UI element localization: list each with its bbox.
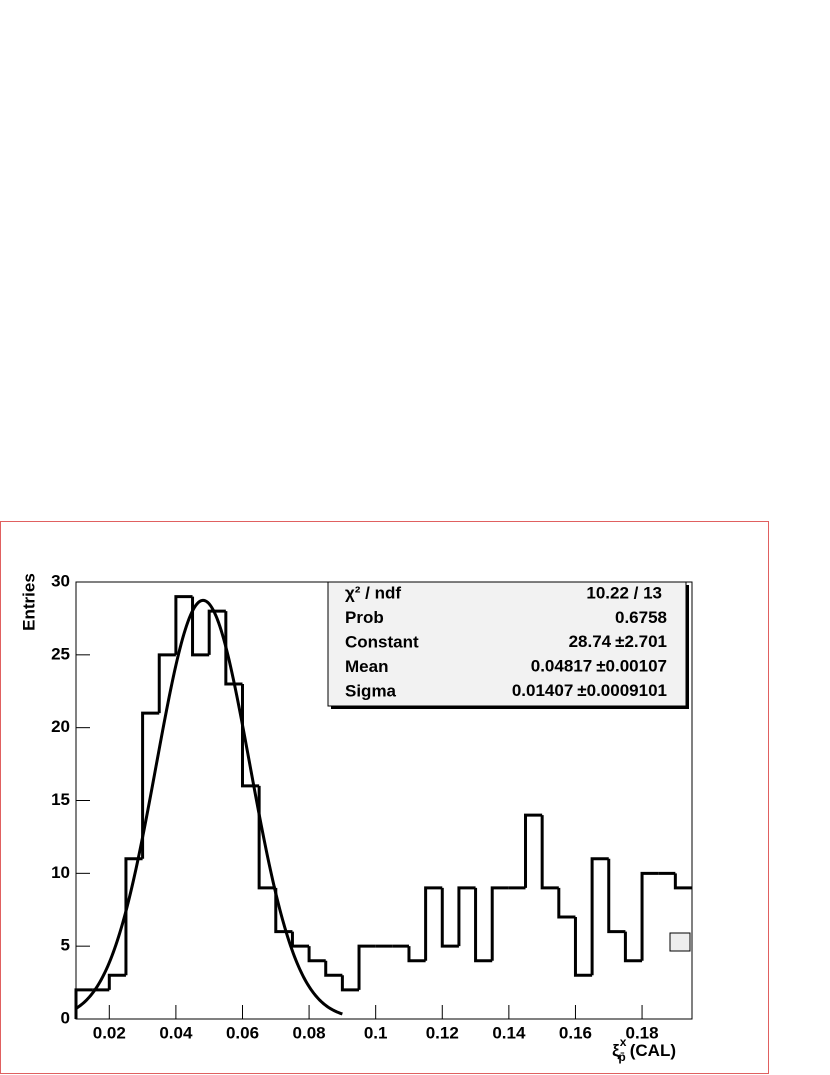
stats-pm: ± bbox=[577, 681, 586, 700]
histogram-bin bbox=[340, 975, 360, 992]
histogram-bin bbox=[557, 887, 576, 919]
y-tick-label: 5 bbox=[61, 936, 70, 955]
histogram-bin bbox=[457, 886, 476, 947]
y-axis-label: Entries bbox=[19, 573, 38, 631]
y-tick-label: 30 bbox=[51, 571, 70, 590]
histogram-bin bbox=[407, 946, 426, 963]
stats-value: 28.74±2.701 bbox=[569, 632, 667, 651]
x-tick-label: 0.12 bbox=[426, 1023, 459, 1042]
stats-error: 0.0009101 bbox=[587, 681, 667, 700]
histogram-bin bbox=[207, 609, 226, 655]
stats-number: 28.74 bbox=[569, 632, 612, 651]
x-tick-label: 0.04 bbox=[159, 1023, 193, 1042]
x-label-sub: p̄ bbox=[618, 1050, 625, 1064]
x-axis-label: ξx p̄ (CAL) bbox=[612, 1035, 676, 1064]
stats-pm: ± bbox=[615, 632, 624, 651]
stats-value: 0.04817±0.00107 bbox=[531, 657, 667, 676]
histogram-bin bbox=[107, 973, 126, 990]
histogram-bin bbox=[141, 711, 160, 859]
histogram-bin bbox=[440, 887, 459, 948]
x-tick-label: 0.14 bbox=[492, 1023, 526, 1042]
x-label-suffix: (CAL) bbox=[630, 1041, 676, 1060]
histogram-bin bbox=[424, 886, 443, 961]
histogram-bin bbox=[573, 917, 593, 977]
stats-label: Sigma bbox=[345, 681, 397, 700]
x-tick-label: 0.18 bbox=[626, 1023, 659, 1042]
histogram-bin bbox=[157, 653, 176, 714]
histogram-bin bbox=[540, 815, 559, 890]
histogram-bin bbox=[224, 611, 243, 686]
histogram-bin bbox=[174, 595, 193, 655]
stats-label: Prob bbox=[345, 608, 384, 627]
stats-label: Mean bbox=[345, 657, 388, 676]
stats-error: 0.00107 bbox=[606, 657, 667, 676]
x-tick-label: 0.08 bbox=[293, 1023, 326, 1042]
x-tick-label: 0.06 bbox=[226, 1023, 259, 1042]
histogram-bin bbox=[524, 813, 543, 888]
y-tick-label: 10 bbox=[51, 863, 70, 882]
x-tick-label: 0.16 bbox=[559, 1023, 592, 1042]
stats-number: 0.04817 bbox=[531, 657, 592, 676]
stats-box bbox=[327, 581, 687, 707]
y-tick-label: 15 bbox=[51, 790, 70, 809]
histogram-bin bbox=[490, 886, 509, 961]
fit-curve bbox=[75, 598, 343, 1016]
histogram-bin bbox=[307, 946, 326, 963]
x-tick-label: 0.1 bbox=[364, 1023, 388, 1042]
stats-number: 0.01407 bbox=[512, 681, 573, 700]
histogram-bin bbox=[623, 931, 643, 963]
y-tick-label: 25 bbox=[51, 644, 70, 663]
histogram-bin bbox=[290, 931, 310, 948]
histogram-bin bbox=[640, 871, 659, 961]
histogram-bin bbox=[474, 887, 493, 963]
histogram-bin bbox=[357, 944, 376, 990]
histogram-bin bbox=[590, 857, 609, 976]
stats-label: Constant bbox=[345, 632, 419, 651]
small-box bbox=[669, 932, 691, 952]
stats-pm: ± bbox=[596, 657, 605, 676]
histogram-bin bbox=[673, 873, 692, 890]
x-label-symbol: ξ bbox=[612, 1041, 620, 1060]
y-tick-label: 0 bbox=[61, 1008, 70, 1027]
stats-value: 10.22 / 13 bbox=[586, 583, 662, 602]
x-tick-label: 0.02 bbox=[93, 1023, 126, 1042]
histogram-bin bbox=[74, 988, 93, 1019]
stats-label: χ² / ndf bbox=[345, 583, 401, 602]
stats-value: 0.6758 bbox=[615, 608, 667, 627]
histogram-bin bbox=[191, 596, 210, 657]
x-label-sup: x bbox=[620, 1035, 627, 1049]
stats-error: 2.701 bbox=[624, 632, 667, 651]
histogram-bin bbox=[324, 960, 343, 977]
histogram-bin bbox=[607, 858, 626, 934]
stats-value: 0.01407±0.0009101 bbox=[512, 681, 667, 700]
y-tick-label: 20 bbox=[51, 717, 70, 736]
